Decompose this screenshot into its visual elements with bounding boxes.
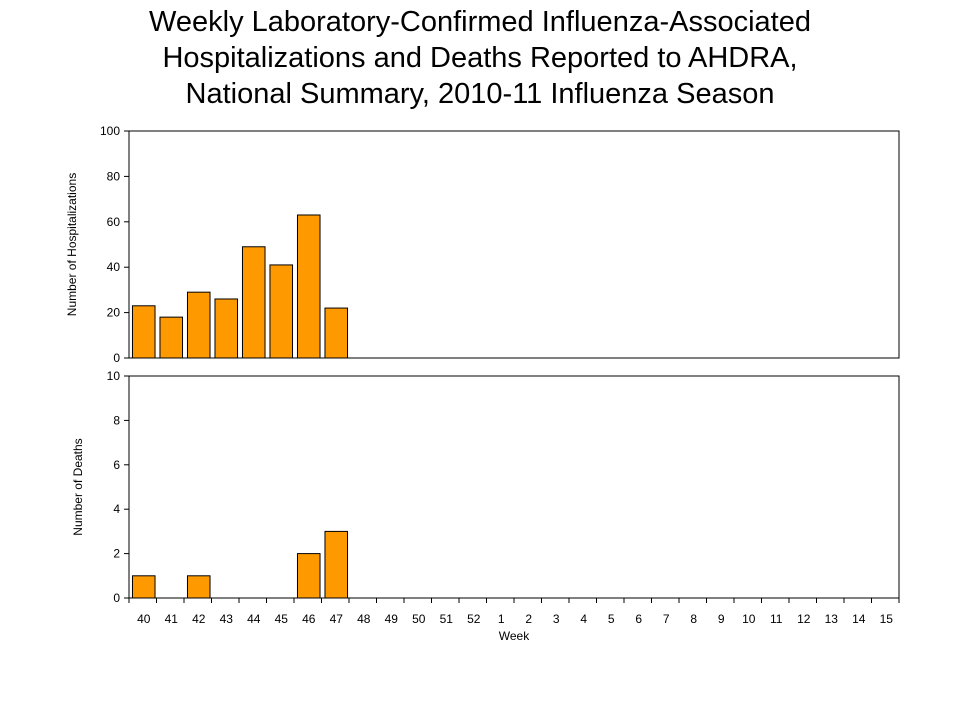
chart-title: Weekly Laboratory-Confirmed Influenza-As… <box>0 4 960 112</box>
bottom-x-tick-label-44: 44 <box>247 612 261 626</box>
bottom-y-tick-label-4: 8 <box>113 413 120 427</box>
bottom-x-tick-label-9: 9 <box>718 612 725 626</box>
bottom-x-tick-label-51: 51 <box>440 612 454 626</box>
bottom-x-tick-label-46: 46 <box>302 612 316 626</box>
bottom-x-tick-label-11: 11 <box>770 612 783 626</box>
top-y-tick-label-2: 40 <box>107 260 121 274</box>
bottom-x-tick-label-41: 41 <box>165 612 179 626</box>
bottom-x-tick-label-14: 14 <box>852 612 866 626</box>
bottom-y-tick-label-5: 10 <box>107 369 121 383</box>
top-y-tick-label-0: 0 <box>113 351 120 365</box>
bottom-y-axis-label: Number of Deaths <box>71 438 85 535</box>
bottom-x-tick-label-7: 7 <box>663 612 670 626</box>
top-bar-week-41 <box>159 316 184 359</box>
bottom-x-tick-label-3: 3 <box>553 612 560 626</box>
bottom-y-tick-label-0: 0 <box>113 591 120 605</box>
bottom-x-tick-label-42: 42 <box>192 612 206 626</box>
top-y-tick-label-1: 20 <box>107 306 121 320</box>
top-bar-week-44 <box>241 246 266 359</box>
bottom-x-tick-label-13: 13 <box>825 612 839 626</box>
bottom-y-tick-label-2: 4 <box>113 502 120 516</box>
top-bar-week-46 <box>296 214 321 359</box>
bottom-x-tick-label-12: 12 <box>797 612 811 626</box>
bottom-x-tick-label-10: 10 <box>742 612 756 626</box>
bottom-x-tick-label-15: 15 <box>880 612 894 626</box>
bottom-x-tick-label-4: 4 <box>580 612 587 626</box>
bottom-plot-area <box>128 375 900 599</box>
bottom-x-tick-label-52: 52 <box>467 612 481 626</box>
chart-title-line-3: National Summary, 2010-11 Influenza Seas… <box>185 78 775 110</box>
top-plot-area <box>128 130 900 359</box>
bottom-bar-week-47 <box>324 530 349 599</box>
top-y-tick-label-4: 80 <box>107 169 121 183</box>
top-bar-week-47 <box>324 307 349 359</box>
chart-title-line-1: Weekly Laboratory-Confirmed Influenza-As… <box>149 6 811 38</box>
bottom-x-tick-label-6: 6 <box>635 612 642 626</box>
bottom-bar-week-46 <box>296 553 321 599</box>
bottom-x-tick-label-48: 48 <box>357 612 371 626</box>
bottom-x-tick-label-47: 47 <box>330 612 344 626</box>
top-bar-week-43 <box>214 298 239 359</box>
top-bar-week-42 <box>186 291 211 359</box>
bottom-y-tick-label-3: 6 <box>113 458 120 472</box>
bottom-bar-week-40 <box>131 575 156 599</box>
top-y-axis-label: Number of Hospitalizations <box>65 173 79 316</box>
x-axis-label: Week <box>499 629 530 643</box>
bottom-x-tick-label-5: 5 <box>608 612 615 626</box>
bottom-bar-week-42 <box>186 575 211 599</box>
bottom-x-tick-label-1: 1 <box>498 612 505 626</box>
top-bar-week-45 <box>269 264 294 359</box>
chart-title-line-2: Hospitalizations and Deaths Reported to … <box>162 42 798 74</box>
bottom-x-tick-label-40: 40 <box>137 612 151 626</box>
bottom-x-tick-label-49: 49 <box>385 612 399 626</box>
bottom-x-tick-label-50: 50 <box>412 612 426 626</box>
bottom-y-tick-label-1: 2 <box>113 547 120 561</box>
top-y-tick-label-5: 100 <box>100 124 120 138</box>
bottom-x-tick-label-45: 45 <box>275 612 289 626</box>
bottom-x-tick-label-2: 2 <box>525 612 532 626</box>
bottom-x-tick-label-43: 43 <box>220 612 234 626</box>
top-bar-week-40 <box>131 305 156 359</box>
top-y-tick-label-3: 60 <box>107 215 121 229</box>
bottom-x-tick-label-8: 8 <box>690 612 697 626</box>
